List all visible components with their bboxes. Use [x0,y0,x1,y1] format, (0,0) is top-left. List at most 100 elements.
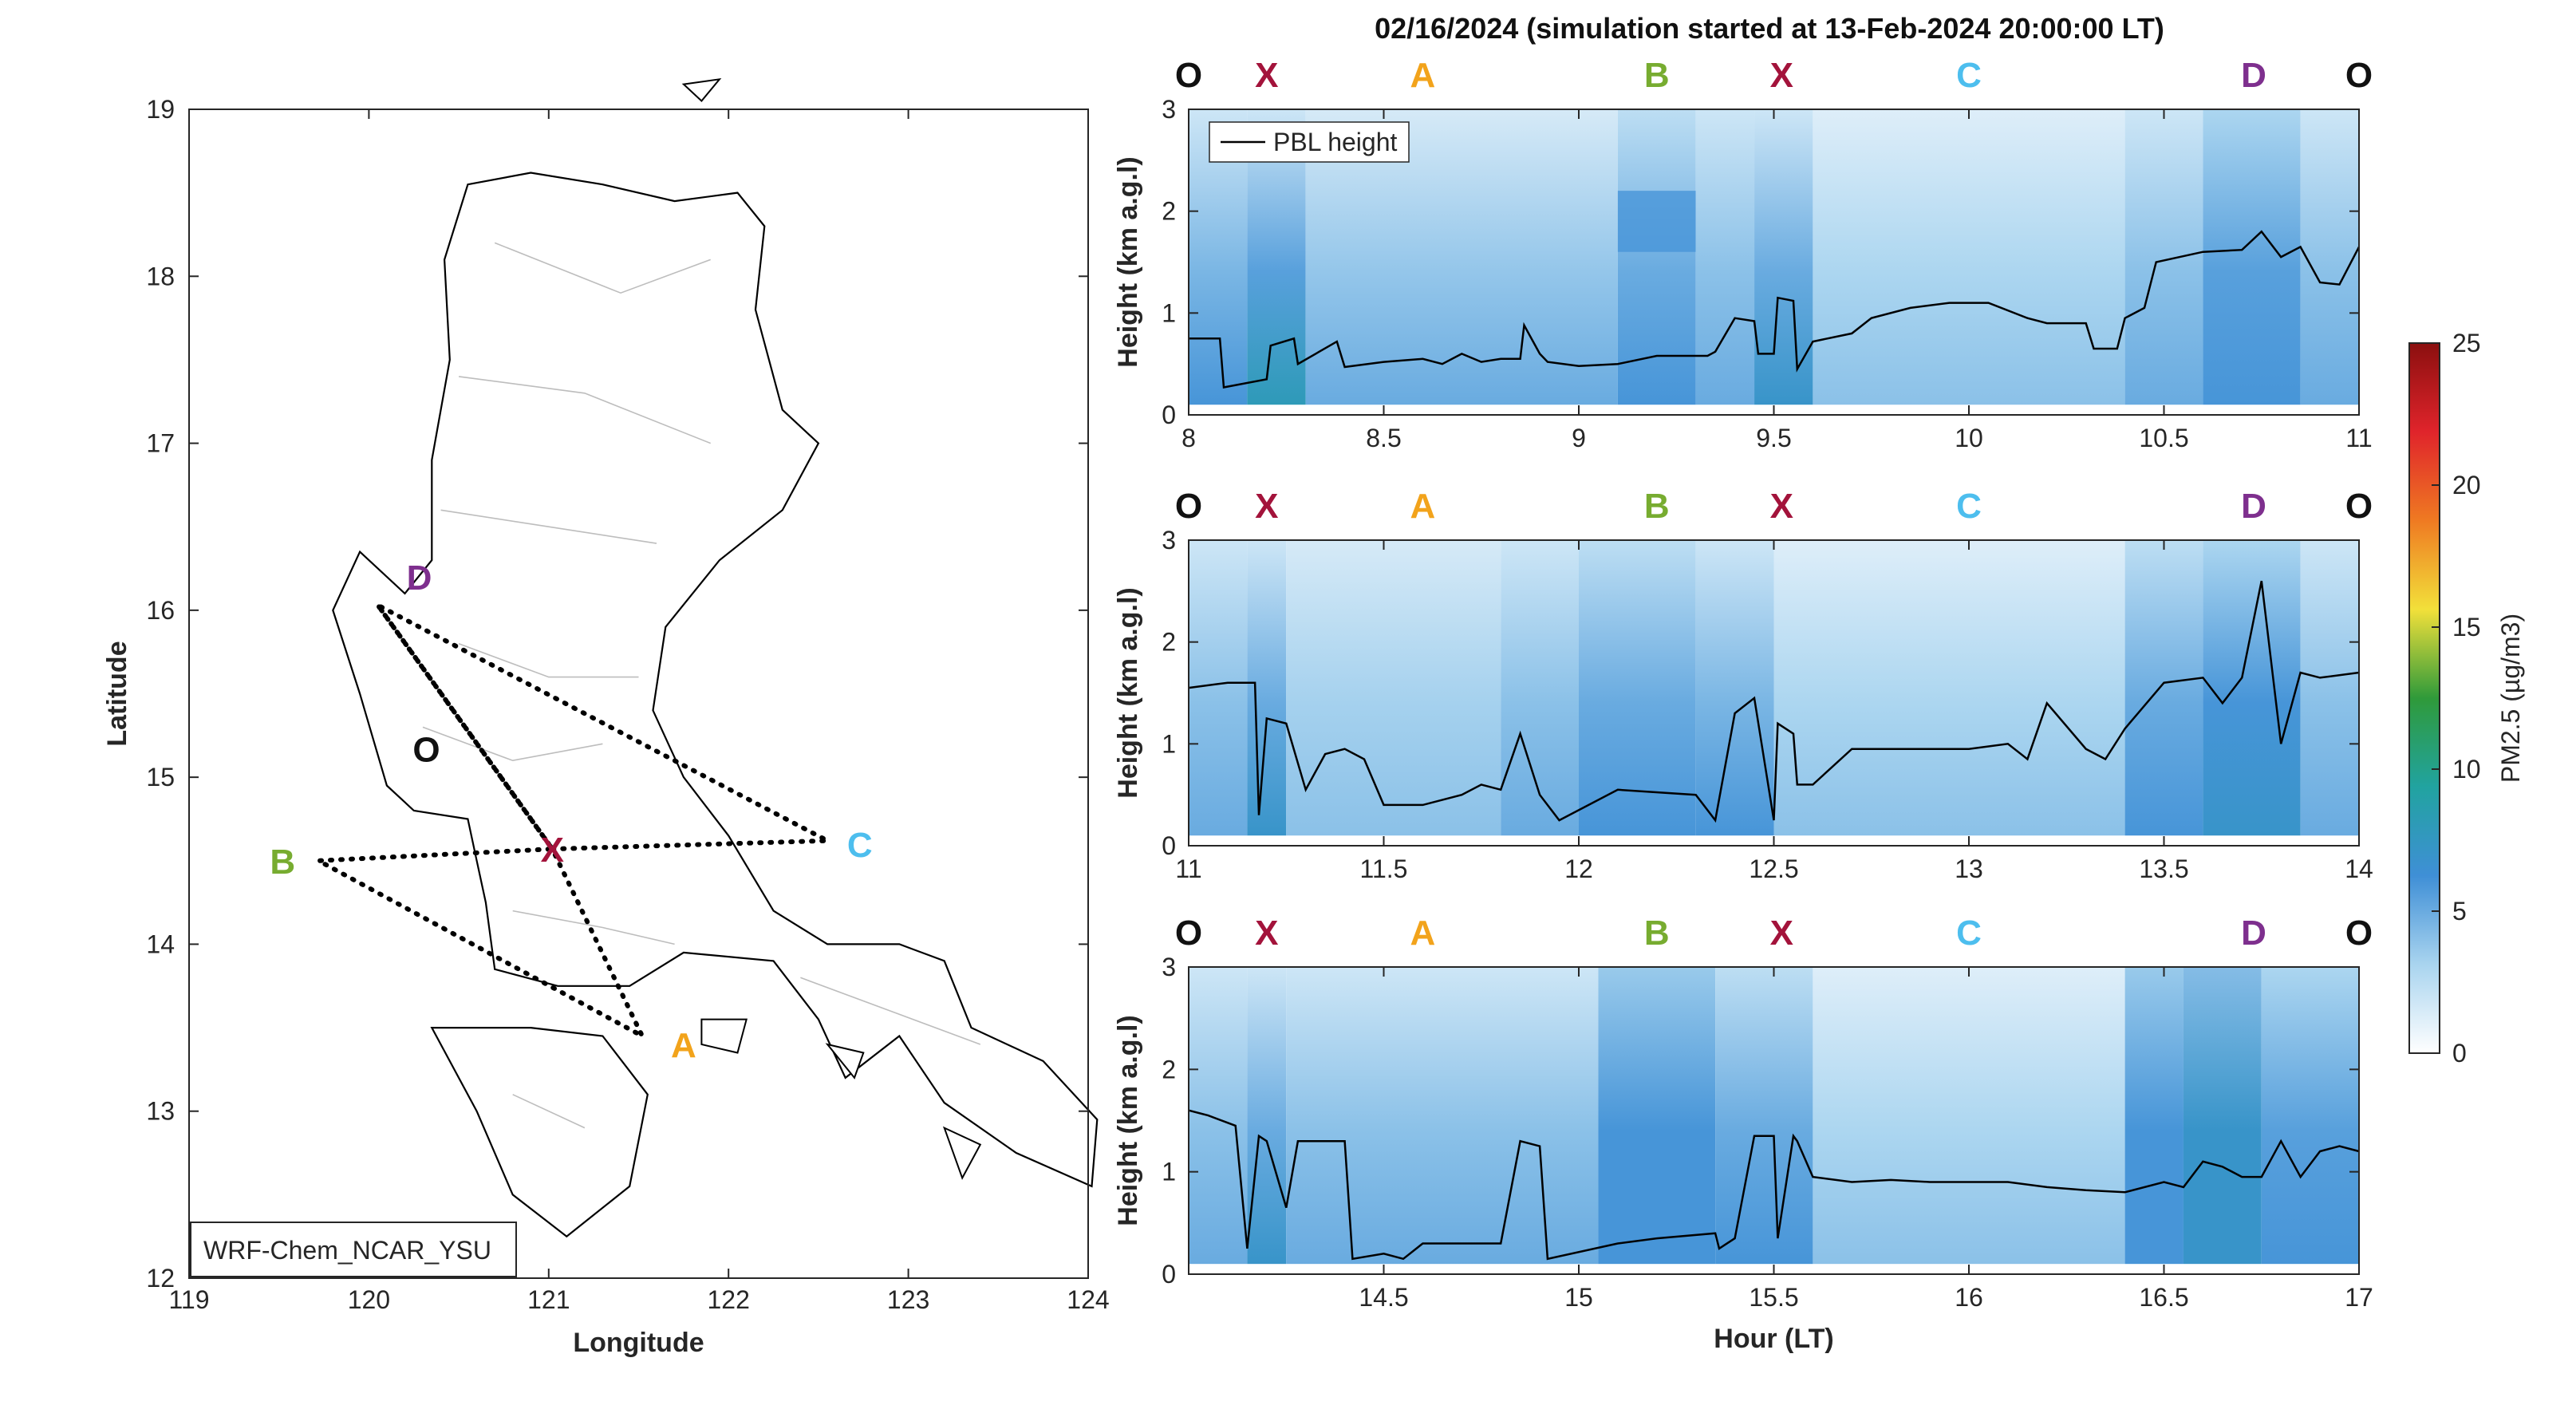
municipal-boundary [422,726,603,762]
small-island [700,1018,748,1054]
pm25-column [1286,967,1599,1265]
x-tick-label: 11 [2345,424,2372,452]
site-marker-c: C [1956,914,1982,953]
y-tick-label: 2 [1162,1055,1176,1083]
pm25-column [1813,109,2125,405]
site-marker-b: B [1644,56,1670,95]
pm25-column [1715,967,1813,1265]
site-marker-d: D [2241,487,2266,526]
site-marker-c: C [1956,56,1982,95]
y-tick-label: 0 [1162,401,1176,429]
x-axis-label: Longitude [573,1328,704,1358]
pm25-column [1579,540,1696,836]
x-tick-label: 10 [1955,424,1983,452]
municipal-boundary [494,242,711,294]
y-tick-label: 1 [1162,1158,1176,1186]
site-marker-x: X [1770,487,1793,526]
map-panel: 119 120 121 122 123 124 12 13 14 15 16 17 18 19 Longit… [102,77,1110,1358]
colorbar-tick-label: 20 [2452,471,2481,499]
site-label-x: X [541,831,564,870]
y-axis-label: Latitude [102,641,132,746]
pm25-column [1286,540,1501,836]
municipal-boundary [458,642,639,678]
y-tick-label: 15 [146,763,175,791]
small-island [681,77,722,102]
y-tick-label: 13 [146,1097,175,1126]
pm25-column [2203,109,2301,405]
site-marker-o: O [2345,56,2373,95]
pm25-column [1695,109,1755,405]
y-tick-label: 19 [146,95,175,124]
colorbar-tick-label: 5 [2452,897,2467,926]
colorbar-tick-label: 15 [2452,613,2481,641]
pm25-column [1813,967,2125,1265]
site-marker-o: O [1175,487,1202,526]
pm25-column [1695,540,1774,836]
pm25-column [2300,540,2359,836]
x-tick-label: 10.5 [2139,424,2188,452]
luzon-island [332,172,1099,1188]
site-marker-o: O [1175,914,1202,953]
figure-title: 02/16/2024 (simulation started at 13-Feb… [1375,12,2164,45]
pbl-height-line [1189,230,2361,389]
colorbar-tick-label: 25 [2452,329,2481,357]
x-tick-label: 14.5 [1359,1283,1408,1312]
colorbar-tick-label: 0 [2452,1039,2467,1068]
y-axis-label: Height (km a.g.l) [1113,156,1143,367]
municipal-boundary [458,376,711,444]
site-marker-o: O [1175,56,1202,95]
pm25-column [2124,967,2183,1265]
pm25-column [2124,109,2203,405]
y-tick-label: 0 [1162,831,1176,860]
pm25-column [1189,967,1248,1265]
y-axis-label: Height (km a.g.l) [1113,1015,1143,1226]
site-marker-d: D [2241,56,2266,95]
site-marker-a: A [1410,56,1436,95]
pm25-column [1247,967,1287,1265]
colorbar-label: PM2.5 (µg/m3) [2496,614,2525,783]
x-tick-label: 124 [1067,1285,1109,1314]
y-tick-label: 1 [1162,729,1176,758]
site-label-c: C [847,826,873,865]
pm25-column [1773,540,2125,836]
x-tick-label: 120 [348,1285,390,1314]
x-tick-label: 16.5 [2139,1283,2188,1312]
pbl-height-line [1188,580,2360,823]
site-marker-b: B [1644,487,1670,526]
pm25-column [1247,540,1287,836]
model-label-box [190,1222,517,1277]
x-tick-label: 16 [1955,1283,1983,1312]
x-tick-label: 15 [1564,1283,1593,1312]
x-tick-label: 14 [2345,855,2373,883]
y-tick-label: 12 [146,1264,175,1293]
y-tick-label: 1 [1162,298,1176,327]
pm25-column [2124,540,2203,836]
municipal-boundary [512,910,675,945]
profile-panel-3: 14.5 15 15.5 16 16.5 17 0 1 2 3 Height (km a.g.l) H… [1113,914,2373,1354]
x-tick-label: 12.5 [1749,855,1798,883]
y-tick-label: 2 [1162,197,1176,226]
pm25-column [2300,109,2359,405]
y-tick-label: 2 [1162,628,1176,657]
x-tick-label: 13 [1955,855,1983,883]
pm25-column [1617,109,1696,405]
site-marker-b: B [1644,914,1670,953]
site-label-o: O [412,731,440,770]
x-tick-label: 13.5 [2139,855,2188,883]
pm25-column [1598,967,1716,1265]
site-marker-d: D [2241,914,2266,953]
site-marker-x: X [1770,56,1793,95]
site-label-b: B [270,843,295,882]
y-tick-label: 14 [146,930,175,958]
x-tick-label: 122 [708,1285,750,1314]
pm25-column [2203,540,2301,836]
small-island [825,1043,865,1079]
model-label: WRF-Chem_NCAR_YSU [203,1236,491,1265]
x-tick-label: 9.5 [1756,424,1791,452]
site-marker-c: C [1956,487,1982,526]
mindoro-island [430,1026,649,1238]
colorbar: 0 5 10 15 20 25 PM2.5 (µg/m3) [2408,329,2525,1068]
legend-label: PBL height [1273,128,1397,156]
